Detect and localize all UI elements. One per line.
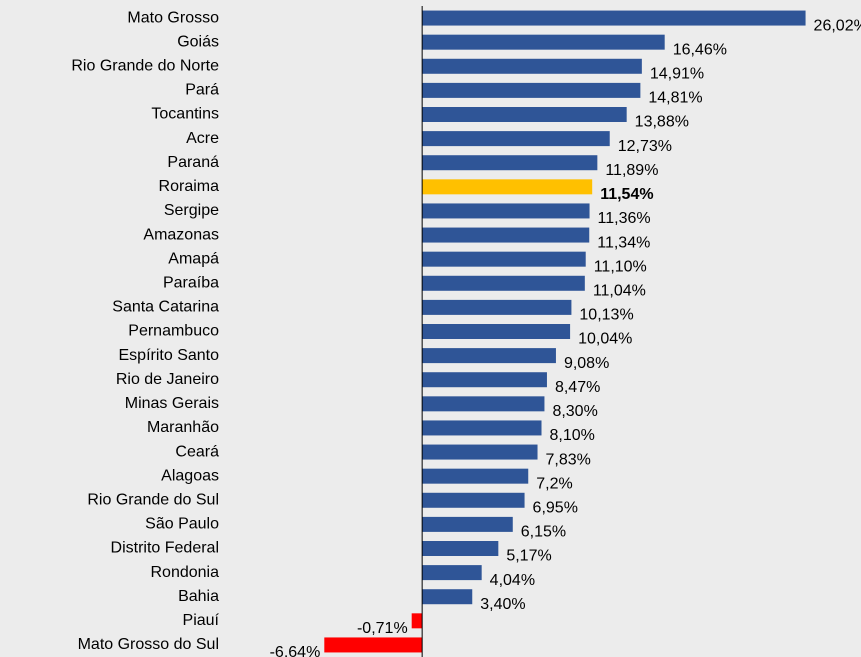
category-label: Espírito Santo [119, 347, 220, 364]
value-label: 4,04% [490, 572, 535, 589]
bar [422, 492, 525, 508]
value-label: 11,04% [593, 282, 646, 299]
category-label: Alagoas [161, 467, 219, 484]
category-label: Minas Gerais [125, 395, 219, 412]
category-label: Roraima [159, 178, 220, 195]
value-label: 11,10% [594, 258, 647, 275]
value-label: -6,64% [270, 644, 321, 657]
category-label: Sergipe [164, 202, 219, 219]
value-label: 3,40% [480, 596, 525, 613]
category-label: Paraíba [163, 274, 219, 291]
value-label: 16,46% [673, 41, 727, 58]
value-label: 10,13% [579, 307, 633, 324]
value-label: 13,88% [635, 114, 689, 131]
bar [422, 34, 665, 50]
bar [422, 348, 556, 364]
value-label: 8,47% [555, 379, 600, 396]
bar [422, 155, 598, 171]
category-label: Santa Catarina [112, 299, 219, 316]
category-label: Mato Grosso [127, 9, 219, 26]
value-label: 7,2% [536, 475, 572, 492]
bar [422, 203, 590, 219]
bar [422, 179, 593, 195]
bar [411, 613, 423, 629]
value-label: 7,83% [546, 451, 591, 468]
bar [422, 541, 499, 556]
value-label: 11,54% [600, 186, 653, 203]
bar [422, 324, 571, 339]
value-label: 11,89% [605, 162, 658, 179]
value-label: 10,04% [578, 331, 632, 348]
category-label: Rondonia [151, 564, 220, 581]
category-label: Rio Grande do Norte [71, 57, 219, 74]
category-label: Mato Grosso do Sul [78, 636, 219, 653]
category-label: Paraná [167, 154, 219, 171]
value-label: 14,91% [650, 65, 704, 82]
bar [422, 565, 482, 581]
bar [422, 396, 545, 412]
bar [324, 637, 423, 653]
category-label: Amazonas [143, 226, 219, 243]
category-label: Rio de Janeiro [116, 371, 219, 388]
category-label: São Paulo [145, 516, 219, 533]
value-label: 9,08% [564, 355, 609, 372]
category-label: Maranhão [147, 419, 219, 436]
value-label: -0,71% [357, 620, 408, 637]
category-label: Pará [185, 82, 219, 99]
category-label: Goiás [177, 33, 219, 50]
value-label: 11,34% [597, 234, 650, 251]
bar [422, 299, 572, 315]
bar [422, 10, 806, 26]
bar [422, 82, 641, 98]
bar [422, 468, 529, 484]
value-label: 12,73% [618, 138, 672, 155]
bar [422, 58, 642, 74]
category-label: Distrito Federal [111, 540, 219, 557]
category-label: Pernambuco [128, 323, 219, 340]
bar [422, 275, 585, 291]
category-label: Acre [186, 130, 219, 147]
bar [422, 251, 586, 267]
category-label: Ceará [175, 443, 219, 460]
value-label: 11,36% [598, 210, 651, 227]
category-label: Amapá [168, 250, 219, 267]
bar [422, 589, 473, 605]
value-label: 5,17% [506, 548, 551, 565]
category-label: Tocantins [151, 106, 219, 123]
bar [422, 227, 590, 243]
bar [422, 420, 542, 436]
value-label: 8,10% [550, 427, 595, 444]
category-label: Bahia [178, 588, 219, 605]
bar [422, 372, 547, 388]
category-label: Rio Grande do Sul [87, 491, 219, 508]
value-label: 14,81% [648, 90, 702, 107]
bar [422, 107, 627, 122]
bar [422, 516, 513, 532]
value-label: 6,15% [521, 524, 566, 541]
value-label: 8,30% [552, 403, 597, 420]
bar [422, 131, 610, 147]
value-label: 26,02% [814, 17, 861, 34]
value-label: 6,95% [533, 499, 578, 516]
bar [422, 444, 538, 460]
category-label: Piauí [183, 612, 220, 629]
